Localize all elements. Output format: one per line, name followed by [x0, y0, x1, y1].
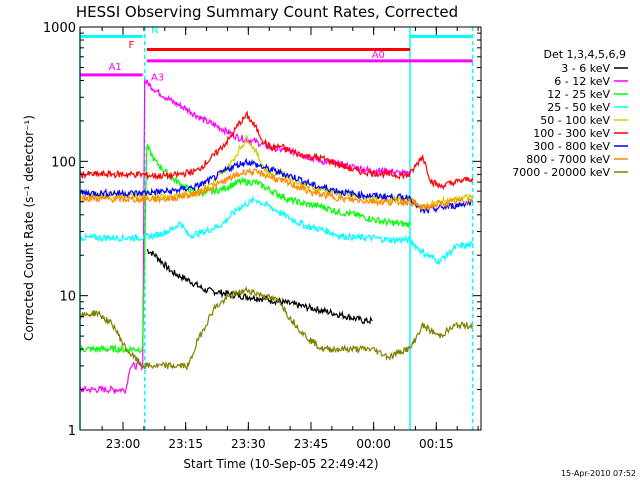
legend-entry-label: 50 - 100 keV — [540, 114, 610, 127]
legend-entry-label: 800 - 7000 keV — [526, 153, 610, 166]
legend-entry-label: 3 - 6 keV — [561, 62, 610, 75]
attenuator-label-a1: A1 — [109, 62, 122, 73]
x-tick-label: 23:15 — [168, 437, 203, 451]
series-line-100-300-kev — [79, 110, 474, 191]
series-line-300-800-kev — [79, 157, 474, 214]
legend-entry-label: 6 - 12 keV — [554, 75, 610, 88]
attenuator-label-a0: A0 — [372, 50, 385, 61]
y-tick-label: 1000 — [43, 21, 76, 36]
series-line-7000-20000-kev — [79, 285, 474, 371]
x-axis-label: Start Time (10-Sep-05 22:49:42) — [183, 457, 378, 471]
legend-entry-label: 25 - 50 keV — [547, 101, 610, 114]
y-tick-label: 10 — [59, 290, 76, 305]
series-line-3-6-kev — [146, 249, 373, 325]
attenuator-label-f: F — [129, 40, 135, 51]
y-axis-label: Corrected Count Rate (s⁻¹ detector⁻¹) — [22, 115, 36, 341]
x-tick-label: 23:45 — [294, 437, 329, 451]
plot-frame — [79, 26, 482, 431]
y-tick-label: 100 — [51, 155, 76, 170]
attenuator-label-a3: A3 — [151, 72, 164, 83]
data-layer: N F A1 A3 A0 — [79, 25, 474, 430]
x-tick-label: 00:00 — [356, 437, 391, 451]
generated-timestamp: 15-Apr-2010 07:52 — [561, 469, 636, 478]
x-tick-label: 23:00 — [106, 437, 141, 451]
attenuator-label-n: N — [151, 25, 158, 36]
y-tick-label: 1 — [68, 424, 76, 439]
series-line-12-25-kev — [79, 144, 411, 355]
chart-title: HESSI Observing Summary Count Rates, Cor… — [76, 3, 458, 21]
legend-entry-label: 7000 - 20000 keV — [512, 166, 610, 179]
legend-entry-label: 300 - 800 keV — [533, 140, 610, 153]
legend-entry-label: 100 - 300 keV — [533, 127, 610, 140]
x-tick-label: 23:30 — [231, 437, 266, 451]
legend-title: Det 1,3,4,5,6,9 — [543, 48, 626, 61]
series-line-6-12-kev — [79, 79, 411, 395]
axes-layer: 1 10 100 1000 23:00 23:15 23:30 23:45 00:00 00:15 — [43, 21, 481, 451]
series-line-25-50-kev — [79, 195, 474, 265]
x-tick-label: 00:15 — [419, 437, 454, 451]
legend-entry-label: 12 - 25 keV — [547, 88, 610, 101]
series-line-800-7000-kev — [79, 168, 474, 211]
